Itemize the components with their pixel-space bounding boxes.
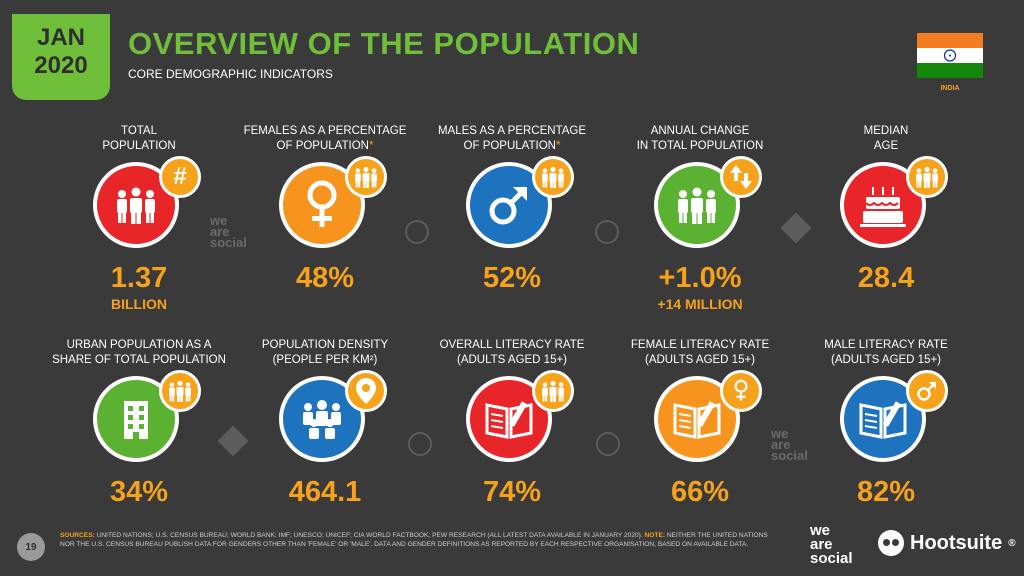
- crowd-icon: [279, 376, 365, 462]
- indicator-card: MALE LITERACY RATE (ADULTS AGED 15+) 82%: [791, 338, 981, 508]
- date-year: 2020: [34, 52, 88, 79]
- indicator-card: TOTAL POPULATION #1.37 BILLION: [44, 124, 234, 312]
- lightbulb-watermark-icon: [596, 432, 620, 456]
- indicator-label: MALES AS A PERCENTAGE OF POPULATION*: [437, 125, 587, 152]
- indicator-label: TOTAL POPULATION: [102, 125, 176, 152]
- sources-text: UNITED NATIONS; U.S. CENSUS BUREAU; WORL…: [94, 532, 645, 539]
- lightbulb-watermark-icon: [405, 220, 429, 244]
- indicator-icon-group: [417, 156, 607, 262]
- indicator-value: 1.37: [110, 262, 168, 294]
- indicator-icon-group: #: [44, 156, 234, 262]
- location-pin-icon: [345, 370, 387, 412]
- indicator-icon-group: [230, 370, 420, 476]
- indicator-card: URBAN POPULATION AS A SHARE OF TOTAL POP…: [44, 338, 234, 508]
- hash-icon: #: [159, 156, 201, 198]
- indicator-label: URBAN POPULATION AS A SHARE OF TOTAL POP…: [52, 339, 226, 366]
- indicator-label: POPULATION DENSITY (PEOPLE PER KM²): [261, 339, 389, 366]
- indicator-subvalue: +14 MILLION: [657, 296, 743, 312]
- owl-watermark-icon: [408, 432, 432, 456]
- people-icon: [532, 156, 574, 198]
- indicator-label: MALE LITERACY RATE (ADULTS AGED 15+): [824, 339, 948, 366]
- we-are-social-logo: we are social: [810, 522, 853, 567]
- indicator-card: POPULATION DENSITY (PEOPLE PER KM²) 464.1: [230, 338, 420, 508]
- people-icon: [345, 156, 387, 198]
- indicator-value: 74%: [482, 476, 542, 508]
- indicator-icon-group: [44, 370, 234, 476]
- indicator-value: +1.0%: [658, 262, 742, 294]
- indicator-value: 464.1: [288, 476, 362, 508]
- indicator-label: FEMALES AS A PERCENTAGE OF POPULATION*: [243, 125, 407, 152]
- people-icon: [532, 370, 574, 412]
- page-title: OVERVIEW OF THE POPULATION: [128, 26, 640, 61]
- book-pencil-icon: [840, 376, 926, 462]
- we-are-social-watermark: we are social: [771, 426, 808, 463]
- indicator-value: 34%: [109, 476, 169, 508]
- owl-watermark-icon: [595, 220, 619, 244]
- people-icon: [159, 370, 201, 412]
- india-flag-icon: [917, 33, 983, 78]
- indicator-value: 48%: [295, 262, 355, 294]
- indicator-value: 66%: [670, 476, 730, 508]
- indicator-value: 52%: [482, 262, 542, 294]
- note-text: NEITHER THE UNITED NATIONS NOR THE U.S. …: [60, 532, 768, 548]
- sources-label: SOURCES:: [60, 532, 95, 539]
- indicator-icon-group: [605, 156, 795, 262]
- asterisk-marker: *: [368, 140, 374, 152]
- indicator-label: FEMALE LITERACY RATE (ADULTS AGED 15+): [630, 339, 770, 366]
- indicator-icon-group: [791, 370, 981, 476]
- indicator-card: OVERALL LITERACY RATE (ADULTS AGED 15+) 7…: [417, 338, 607, 508]
- note-label: NOTE:: [644, 532, 666, 539]
- hootsuite-logo: Hootsuite ®: [878, 530, 1016, 556]
- indicator-card: FEMALE LITERACY RATE (ADULTS AGED 15+) 66…: [605, 338, 795, 508]
- indicator-icon-group: [791, 156, 981, 262]
- people-icon: [906, 156, 948, 198]
- asterisk-marker: *: [555, 140, 561, 152]
- indicator-icon-group: [230, 156, 420, 262]
- indicator-card: MALES AS A PERCENTAGE OF POPULATION* 52%: [417, 124, 607, 294]
- indicator-subvalue: BILLION: [111, 296, 167, 312]
- indicator-icon-group: [605, 370, 795, 476]
- country-label: INDIA: [940, 85, 960, 92]
- indicator-label: MEDIAN AGE: [863, 125, 909, 152]
- page-number: 19: [17, 533, 45, 561]
- indicator-label: ANNUAL CHANGE IN TOTAL POPULATION: [636, 125, 764, 152]
- indicator-card: MEDIAN AGE 28.4: [791, 124, 981, 294]
- indicator-value: 28.4: [857, 262, 915, 294]
- indicator-card: ANNUAL CHANGE IN TOTAL POPULATION +1.0% +1…: [605, 124, 795, 312]
- female-icon: [720, 370, 762, 412]
- date-month: JAN: [36, 24, 85, 51]
- indicator-icon-group: [417, 370, 607, 476]
- indicator-value: 82%: [856, 476, 916, 508]
- birthday-cake-icon: [840, 162, 926, 248]
- indicator-label: OVERALL LITERACY RATE (ADULTS AGED 15+): [439, 339, 585, 366]
- we-are-social-watermark: we are social: [210, 213, 247, 250]
- owl-icon: [878, 530, 904, 556]
- indicator-card: FEMALES AS A PERCENTAGE OF POPULATION* 48…: [230, 124, 420, 294]
- sources-note: SOURCES: UNITED NATIONS; U.S. CENSUS BUR…: [60, 531, 780, 549]
- page-subtitle: CORE DEMOGRAPHIC INDICATORS: [128, 67, 333, 81]
- up-down-arrows-icon: [720, 156, 762, 198]
- date-badge: JAN 2020: [12, 14, 110, 100]
- male-icon: [906, 370, 948, 412]
